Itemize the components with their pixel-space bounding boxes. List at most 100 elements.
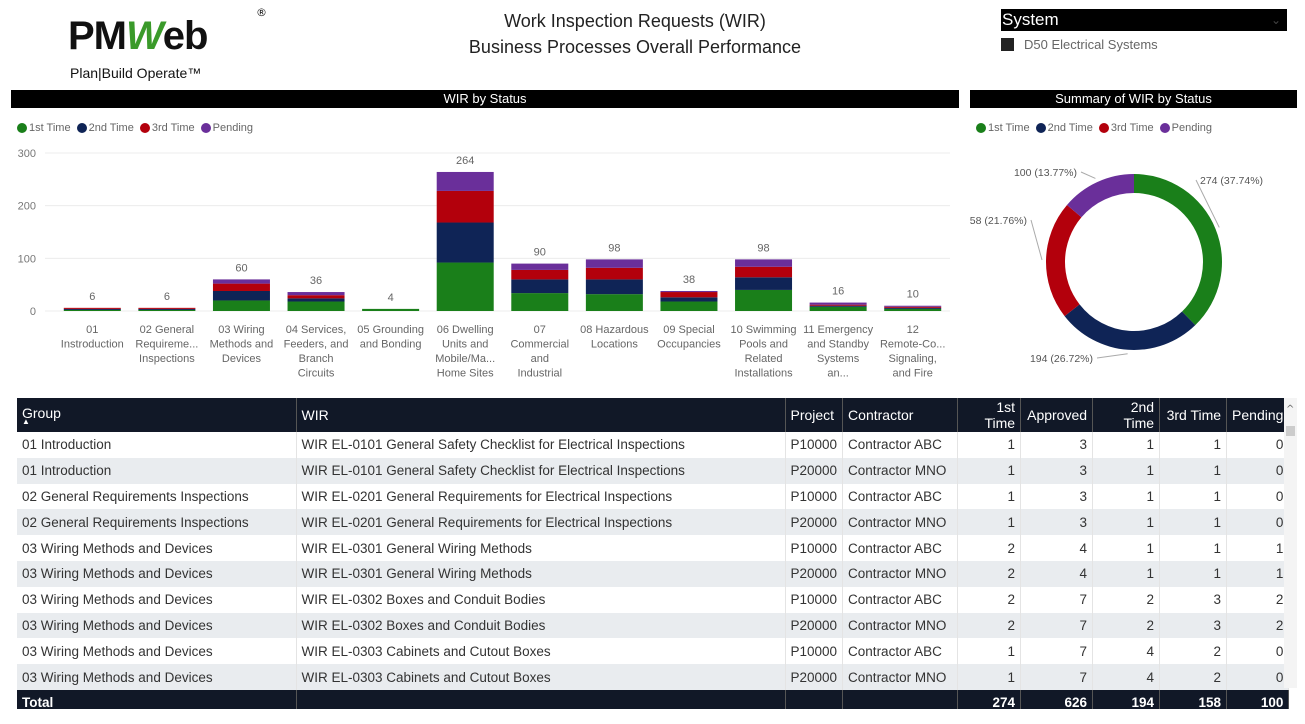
table-row[interactable]: 02 General Requirements Inspections WIR E… [17,483,1290,510]
table-cell: 1 [1092,560,1161,587]
column-header-1st-time[interactable]: 1st Time [957,398,1022,432]
table-cell: 1 [957,457,1022,484]
legend-item[interactable]: 2nd Time [76,122,134,134]
legend-item[interactable]: 3rd Time [139,122,195,134]
bar-segment [511,269,569,280]
table-row[interactable]: 03 Wiring Methods and Devices WIR EL-0301… [17,535,1290,561]
bar-segment [63,309,121,311]
table-cell: 7 [1020,612,1094,639]
bar-total-label: 10 [907,289,919,301]
table-cell: WIR EL-0201 General Requirements for Ele… [296,483,786,510]
legend-dot-icon [17,123,27,133]
x-tick-label: 01 Instroduction [61,324,124,351]
table-cell: Contractor MNO [842,664,959,690]
column-header-pending[interactable]: Pending [1226,398,1290,432]
table-cell: 1 [957,638,1022,665]
legend-item[interactable]: Pending [1159,122,1212,134]
column-header-contractor[interactable]: Contractor [842,398,959,432]
legend-item[interactable]: 2nd Time [1035,122,1093,134]
bar-segment [287,301,345,311]
table-cell: Contractor ABC [842,432,959,458]
scroll-up-icon[interactable]: ^ [1286,404,1295,415]
table-scrollbar[interactable]: ^ [1284,398,1297,688]
table-cell: P10000 [785,638,844,665]
legend-item[interactable]: Pending [200,122,253,134]
total-cell: 274 [957,689,1022,709]
table-row[interactable]: 01 Introduction WIR EL-0101 General Safet… [17,432,1290,458]
system-slicer[interactable]: System ⌄ [1001,9,1287,31]
bar-segment [63,307,121,309]
slicer-option[interactable]: D50 Electrical Systems [1001,37,1158,52]
total-cell: 626 [1020,689,1094,709]
total-cell: 194 [1092,689,1161,709]
table-cell: Contractor ABC [842,535,959,561]
column-header-label: Project [790,407,835,423]
legend-label: 2nd Time [1047,122,1093,134]
table-cell: P20000 [785,560,844,587]
table-row[interactable]: 02 General Requirements Inspections WIR E… [17,509,1290,536]
table-cell: 2 [1092,612,1161,639]
x-tick-label: 10 Swimming Pools and Related Installations [731,324,797,380]
table-cell: WIR EL-0302 Boxes and Conduit Bodies [296,612,786,639]
column-header-label: 2nd Time [1123,399,1155,431]
table-row[interactable]: 01 Introduction WIR EL-0101 General Safet… [17,457,1290,484]
bar-segment [138,307,196,309]
leader-line [1080,171,1096,179]
table-row[interactable]: 03 Wiring Methods and Devices WIR EL-0301… [17,560,1290,587]
table-cell: 2 [1226,612,1290,639]
column-header-project[interactable]: Project [785,398,844,432]
table-cell: 4 [1020,535,1094,561]
table-cell: 0 [1226,509,1290,536]
total-cell [296,689,786,709]
checkbox-icon[interactable] [1001,38,1014,51]
bar-segment [660,290,718,293]
legend-label: 2nd Time [88,122,134,134]
legend-dot-icon [76,123,87,133]
table-cell: 0 [1226,457,1290,484]
column-header-approved[interactable]: Approved [1020,398,1094,432]
column-header-3rd-time[interactable]: 3rd Time [1159,398,1228,432]
legend-item[interactable]: 1st Time [17,122,71,134]
table-cell: WIR EL-0303 Cabinets and Cutout Boxes [296,638,786,665]
legend-item[interactable]: 1st Time [976,122,1030,134]
scroll-thumb[interactable] [1286,426,1295,436]
chevron-down-icon[interactable]: ⌄ [1270,13,1281,27]
table-cell: 1 [1092,457,1161,484]
table-cell: Contractor MNO [842,457,959,484]
table-cell: 7 [1020,664,1094,690]
bar-segment [287,292,345,296]
table-cell: 2 [1226,586,1290,613]
table-row[interactable]: 03 Wiring Methods and Devices WIR EL-0303… [17,638,1290,665]
table-row[interactable]: 03 Wiring Methods and Devices WIR EL-0302… [17,586,1290,613]
bar-total-label: 4 [388,292,394,304]
bar-segment [138,309,196,311]
bar-segment [436,190,494,223]
wir-table: Group ▲ WIR Project Contractor 1st Time Approv… [17,398,1297,709]
column-header-group[interactable]: Group ▲ [17,398,297,432]
x-tick-label: 02 General Requireme... Inspections [135,324,198,365]
bar-segment [884,308,942,311]
table-cell: 3 [1020,483,1094,510]
table-cell: 1 [957,483,1022,510]
page-subtitle: Business Processes Overall Performance [468,37,802,57]
column-header-label: Pending [1232,407,1284,423]
sort-ascending-icon[interactable]: ▲ [22,417,30,426]
legend-label: 3rd Time [151,122,195,134]
table-cell: 2 [957,586,1022,613]
bar-total-label: 6 [164,291,170,303]
table-row[interactable]: 03 Wiring Methods and Devices WIR EL-0302… [17,612,1290,639]
bar-total-label: 98 [608,242,620,254]
bar-segment [436,171,494,191]
column-header-wir[interactable]: WIR [296,398,786,432]
bar-segment [735,266,793,278]
donut-data-label: 194 (26.72%) [1030,353,1093,365]
table-cell: 01 Introduction [17,432,297,458]
table-cell: 1 [1159,483,1228,510]
legend-item[interactable]: 3rd Time [1098,122,1154,134]
column-header-2nd-time[interactable]: 2nd Time [1092,398,1161,432]
table-row[interactable]: 03 Wiring Methods and Devices WIR EL-0303… [17,664,1290,690]
legend-label: 1st Time [29,122,71,134]
leader-line [1195,179,1220,228]
table-cell: Contractor MNO [842,509,959,536]
bar-segment [660,297,718,302]
